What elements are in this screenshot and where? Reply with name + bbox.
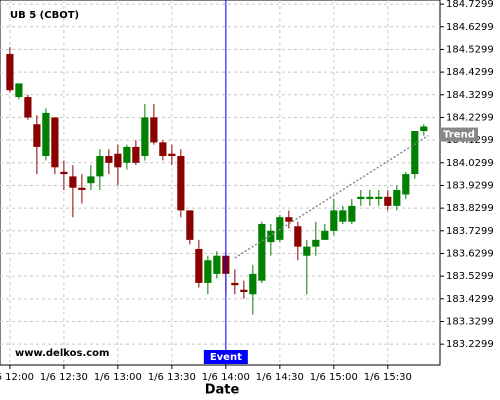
trend-label: Trend	[443, 130, 475, 141]
x-tick-label: 1/6 14:30	[256, 372, 304, 383]
candle-body	[132, 146, 140, 163]
candle-body	[249, 273, 257, 295]
y-tick-label: 184.4299	[446, 67, 494, 78]
y-tick-label: 183.7299	[446, 226, 494, 237]
y-tick-label: 183.2299	[446, 339, 494, 350]
x-tick-label: 1/6 13:00	[94, 372, 142, 383]
candle-body	[87, 176, 95, 184]
candle-body	[105, 155, 113, 163]
candle-body	[393, 189, 401, 206]
y-tick-label: 184.3299	[446, 90, 494, 101]
candle-body	[312, 239, 320, 247]
candle-body	[78, 187, 86, 190]
candle-body	[168, 153, 176, 156]
candle-body	[69, 176, 77, 188]
candle-body	[186, 210, 194, 240]
event-label: Event	[210, 352, 242, 363]
candle-body	[357, 196, 365, 200]
x-tick-label: 1/6 13:30	[148, 372, 196, 383]
y-tick-label: 183.5299	[446, 271, 494, 282]
candle-body	[213, 255, 221, 274]
y-tick-label: 184.7299	[446, 0, 494, 10]
x-tick-label: 1/6 15:30	[364, 372, 412, 383]
candle-body	[24, 97, 32, 118]
candle-body	[402, 174, 410, 195]
candle-body	[159, 142, 167, 156]
candle-body	[141, 117, 149, 156]
candle-body	[123, 146, 131, 163]
y-tick-label: 184.0299	[446, 158, 494, 169]
candle-body	[204, 260, 212, 283]
candle-body	[285, 217, 293, 222]
candle-body	[420, 126, 428, 132]
candle-body	[294, 226, 302, 247]
candle-body	[303, 246, 311, 256]
candle-body	[330, 210, 338, 231]
trend-label-box	[440, 127, 478, 142]
x-tick-label: 1/6 15:00	[310, 372, 358, 383]
candle-body	[375, 196, 383, 200]
y-tick-label: 183.3299	[446, 316, 494, 327]
candle-body	[42, 112, 50, 156]
candle-body	[366, 196, 374, 200]
y-tick-label: 184.2299	[446, 112, 494, 123]
candle-body	[276, 217, 284, 240]
candle-body	[51, 117, 59, 168]
y-tick-label: 183.6299	[446, 248, 494, 259]
candle-body	[321, 230, 329, 240]
y-tick-label: 184.5299	[446, 44, 494, 55]
candle-body	[114, 153, 122, 168]
candle-body	[339, 210, 347, 222]
candle-body	[15, 83, 23, 98]
candle-body	[348, 205, 356, 222]
candle-body	[384, 196, 392, 206]
candle-body	[195, 248, 203, 283]
y-tick-label: 183.9299	[446, 180, 494, 191]
plot-area	[0, 0, 441, 366]
candle-body	[411, 131, 419, 175]
y-tick-label: 183.4299	[446, 294, 494, 305]
candle-body	[267, 230, 275, 243]
candle-body	[177, 155, 185, 211]
candle-body	[240, 289, 248, 292]
candle-body	[150, 117, 158, 143]
candle-body	[33, 124, 41, 147]
y-tick-label: 184.6299	[446, 22, 494, 33]
watermark: www.delkos.com	[15, 348, 109, 359]
x-tick-label: 1/6 14:00	[202, 372, 250, 383]
candle-body	[231, 282, 239, 286]
x-tick-label: 1/6 12:00	[0, 372, 34, 383]
candle-body	[6, 53, 14, 91]
candle-body	[258, 223, 266, 281]
candle-body	[60, 171, 68, 175]
event-label-box	[203, 350, 248, 364]
x-tick-label: 1/6 12:30	[40, 372, 88, 383]
chart-title: UB 5 (CBOT)	[10, 10, 79, 21]
y-tick-label: 183.8299	[446, 203, 494, 214]
candle-body	[96, 155, 104, 177]
x-axis-label: Date	[205, 383, 240, 398]
